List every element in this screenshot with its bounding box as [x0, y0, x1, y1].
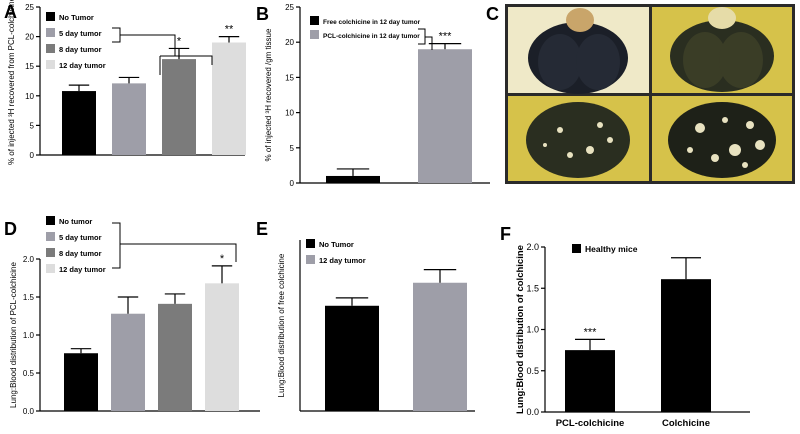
bar-12-day-tumor [212, 42, 246, 155]
y-tick-label: 5 [290, 144, 295, 153]
legend-entry: No Tumor [319, 240, 354, 249]
legend-entry: Healthy mice [585, 244, 638, 254]
bar-8-day-tumor [162, 59, 196, 155]
legend-swatch [46, 60, 55, 69]
legend-entry: No Tumor [59, 13, 94, 22]
y-axis-label: Lung:Blood distribution of PCL-colchicin… [9, 262, 18, 408]
y-tick-label: 20 [25, 33, 34, 42]
bar-8-day-tumor [158, 303, 192, 411]
panel-label-a: A [4, 2, 17, 22]
bar-pcl-colchicine [565, 350, 615, 412]
legend-entry: PCL-colchicine in 12 day tumor [323, 33, 420, 40]
significance-marker: * [220, 253, 225, 265]
x-tick-label: PCL-colchicine [556, 418, 625, 429]
legend-entry: 8 day tumor [59, 249, 102, 258]
y-tick-label: 1.0 [23, 331, 35, 340]
x-tick-label: Colchicine [662, 418, 710, 429]
panel-label-d: D [4, 219, 17, 239]
legend-swatch [46, 12, 55, 21]
y-axis-label: % of injected ³H recovered from PCL-colc… [7, 0, 16, 165]
legend-entry: 12 day tumor [59, 265, 106, 274]
bar-no-tumor [64, 353, 98, 411]
y-tick-label: 15 [25, 62, 34, 71]
y-tick-label: 5 [30, 121, 35, 130]
significance-marker: ** [225, 24, 234, 36]
legend-swatch [306, 255, 315, 264]
photo-quadrant-3 [508, 96, 649, 181]
legend-swatch [310, 30, 319, 39]
legend-swatch [46, 232, 55, 241]
legend-swatch [46, 248, 55, 257]
significance-marker: * [177, 35, 182, 47]
bar-5-day-tumor [112, 83, 146, 155]
chart-panel-e: Lung:Blood distribution of free colchici… [277, 239, 475, 412]
y-tick-label: 1.5 [526, 283, 539, 293]
legend-entry: 5 day tumor [59, 29, 102, 38]
y-tick-label: 0.0 [526, 407, 539, 417]
y-tick-label: 20 [285, 38, 294, 47]
legend-entry: 12 day tumor [59, 61, 106, 70]
panel-label-f: F [500, 224, 511, 244]
bar-colchicine [661, 279, 711, 412]
legend-swatch [46, 264, 55, 273]
y-tick-label: 0.5 [23, 369, 35, 378]
panel-label-e: E [256, 219, 268, 239]
photo-quadrant-4 [652, 96, 792, 181]
photo-quadrant-2 [652, 7, 792, 93]
panel-label-b: B [256, 4, 269, 24]
bar-5-day-tumor [111, 313, 145, 411]
y-tick-label: 1.0 [526, 325, 539, 335]
y-tick-label: 25 [285, 3, 294, 12]
chart-panel-b: 0 5 10 15 20 25 % of injected ³H recovered /gm… [264, 3, 490, 188]
y-tick-label: 15 [285, 73, 294, 82]
significance-marker: *** [439, 31, 453, 43]
legend-swatch [310, 16, 319, 25]
photo-quadrant-1 [508, 7, 649, 94]
legend-entry: 5 day tumor [59, 233, 102, 242]
y-tick-label: 10 [285, 109, 294, 118]
bar-no-tumor [62, 91, 96, 155]
bar-no-tumor [325, 305, 379, 411]
legend-entry: 8 day tumor [59, 45, 102, 54]
y-tick-label: 2.0 [526, 242, 539, 252]
comparison-brackets [112, 27, 433, 269]
y-tick-label: 25 [25, 3, 34, 12]
y-tick-label: 0.0 [23, 407, 35, 416]
panel-label-c: C [486, 4, 499, 24]
chart-panel-d: 0.0 0.5 1.0 1.5 2.0 Lung:Blood distribution o… [9, 216, 260, 416]
lung-photo-icon [505, 4, 795, 184]
bar-pcl-colchicine-in-12-day-tumor [418, 49, 472, 183]
bracket-d [112, 222, 237, 269]
bracket-b [418, 28, 433, 50]
y-axis-label: % of injected ³H recovered /gm tissue [264, 28, 273, 161]
y-tick-label: 0 [290, 179, 295, 188]
y-tick-label: 1.5 [23, 293, 35, 302]
legend-swatch [46, 28, 55, 37]
legend-entry: 12 day tumor [319, 256, 366, 265]
legend-swatch [572, 244, 581, 253]
significance-marker: *** [584, 326, 598, 338]
legend-entry: No tumor [59, 217, 92, 226]
y-axis-label: Lung:Blood distribution of free colchici… [277, 253, 286, 397]
y-tick-label: 0 [30, 151, 35, 160]
chart-panel-a: 0 5 10 15 20 25 % of injected ³H recovered fro… [7, 0, 246, 165]
bar-12-day-tumor [413, 282, 467, 411]
bar-12-day-tumor [205, 283, 239, 411]
y-tick-label: 2.0 [23, 255, 35, 264]
y-axis-label: Lung:Blood distribution of colchicine [515, 245, 526, 414]
charts-layer: 0 5 10 15 20 25 % of injected ³H recovered fro… [7, 0, 750, 429]
legend-swatch [46, 44, 55, 53]
y-tick-label: 10 [25, 92, 34, 101]
legend-swatch [46, 216, 55, 225]
bracket-a [112, 27, 213, 75]
y-tick-label: 0.5 [526, 366, 539, 376]
bar-free-colchicine-in-12-day-tumor [326, 175, 380, 183]
legend-entry: Free colchicine in 12 day tumor [323, 19, 421, 26]
legend-swatch [306, 239, 315, 248]
